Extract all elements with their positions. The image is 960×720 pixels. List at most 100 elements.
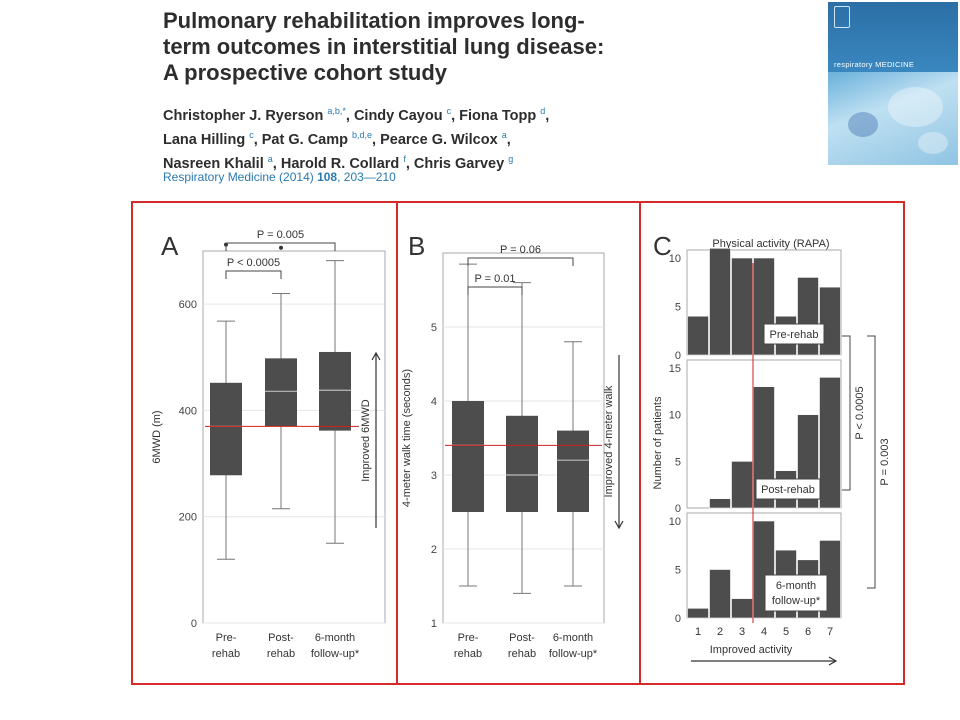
x-tick-label: 1 (695, 626, 701, 638)
cell-image-blob (848, 112, 878, 137)
x-tick-label: Post- (268, 632, 294, 644)
citation-pages: , 203—210 (337, 170, 396, 184)
author-name: Christopher J. Ryerson (163, 108, 328, 124)
author-separator: , (506, 132, 511, 148)
citation-volume: 108 (317, 170, 338, 184)
y-tick-label: 10 (669, 410, 681, 422)
arrow-label: Improved 4-meter walk (603, 385, 615, 497)
author-affiliation: g (508, 154, 514, 164)
journal-cover-image: respiratory MEDICINE (828, 2, 958, 165)
author-separator: , (272, 156, 281, 172)
histogram-bar (731, 257, 753, 356)
author-affiliation: c (446, 106, 452, 116)
x-tick-label: 4 (761, 626, 767, 638)
citation: Respiratory Medicine (2014) 108, 203—210 (163, 170, 396, 184)
x-tick-label: rehab (267, 648, 295, 660)
y-tick-label: 10 (669, 253, 681, 265)
y-axis-label: Number of patients (652, 396, 664, 489)
panel-a-frame: A 0 200 400 600 6MWD (m) Pre-rehab Post-rehab 6-… (131, 201, 398, 685)
author-name: Harold R. Collard (280, 156, 404, 172)
x-tick-label: Pre- (216, 632, 237, 644)
arrow-head-icon (828, 656, 838, 666)
y-tick-label: 0 (191, 618, 197, 630)
title-line: A prospective cohort study (163, 60, 448, 85)
chart-title: Physical activity (RAPA) (712, 238, 829, 250)
author-separator: , (345, 108, 354, 124)
author-name: Pat G. Camp (261, 132, 353, 148)
y-tick-label: 0 (675, 503, 681, 515)
panel-letter: A (161, 231, 179, 261)
histogram-bar (709, 498, 731, 509)
arrow-head-icon (614, 520, 624, 530)
histogram-bar (687, 315, 709, 356)
cell-image-blob (888, 87, 943, 127)
x-tick-label: 3 (739, 626, 745, 638)
author-affiliation: b,d,e (352, 130, 373, 140)
title-line: Pulmonary rehabilitation improves long- (163, 8, 585, 33)
author-name: Cindy Cayou (353, 108, 447, 124)
histogram-bar (731, 461, 753, 509)
histogram-bar (687, 607, 709, 619)
author-name: Chris Garvey (413, 156, 509, 172)
y-tick-label: 0 (675, 350, 681, 362)
citation-journal: Respiratory Medicine (2014) (163, 170, 314, 184)
author-separator: , (405, 156, 414, 172)
y-tick-label: 2 (431, 544, 437, 556)
x-tick-label: 7 (827, 626, 833, 638)
p-value-label: P = 0.01 (474, 273, 515, 285)
panel-b-frame: B 1 2 3 4 5 4-meter walk time (seconds) Pre-reh… (396, 201, 641, 685)
author-name: Lana Hilling (163, 132, 250, 148)
histogram-bar (709, 569, 731, 619)
author-list: Christopher J. Ryerson a,b,*, Cindy Cayo… (163, 102, 549, 174)
author-line: Christopher J. Ryerson a,b,*, Cindy Cayo… (163, 102, 549, 126)
paper-title: Pulmonary rehabilitation improves long- … (163, 8, 763, 86)
significance-bracket (867, 335, 876, 589)
x-tick-label: Post- (509, 632, 535, 644)
y-tick-label: 10 (669, 516, 681, 528)
y-tick-label: 3 (431, 470, 437, 482)
box-iqr (452, 401, 484, 512)
cover-journal-name: respiratory MEDICINE (834, 60, 915, 69)
author-name: Nasreen Khalil (163, 156, 268, 172)
significance-bracket (467, 286, 523, 295)
chart-panel-a: A 0 200 400 600 6MWD (m) Pre-rehab Post-rehab 6-… (151, 229, 386, 660)
author-separator: , (372, 132, 381, 148)
y-tick-label: 5 (675, 302, 681, 314)
outlier-point (279, 245, 283, 250)
series-label: 6-month (776, 580, 816, 592)
p-value-label: P < 0.0005 (227, 257, 280, 269)
y-tick-label: 5 (675, 456, 681, 468)
x-tick-label: 6 (805, 626, 811, 638)
series-label: Post-rehab (761, 484, 815, 496)
histogram-bar (709, 247, 731, 356)
y-tick-label: 400 (179, 405, 197, 417)
y-tick-label: 200 (179, 512, 197, 524)
author-separator: , (545, 108, 550, 124)
author-affiliation: a (501, 130, 507, 140)
x-tick-label: 6-month (315, 632, 355, 644)
author-affiliation: a (267, 154, 273, 164)
x-tick-label: rehab (212, 648, 240, 660)
y-axis-label: 4-meter walk time (seconds) (401, 369, 413, 507)
author-affiliation: c (249, 130, 254, 140)
chart-panel-c: C Physical activity (RAPA)0510Pre-rehab05… (652, 231, 891, 666)
arrow-label: Improved 6MWD (360, 399, 372, 482)
y-tick-label: 0 (675, 613, 681, 625)
author-name: Fiona Topp (459, 108, 541, 124)
chart-panel-b: B 1 2 3 4 5 4-meter walk time (seconds) Pre-reh… (401, 231, 624, 660)
x-tick-label: rehab (454, 648, 482, 660)
p-value-label: P = 0.005 (257, 229, 304, 241)
y-tick-label: 5 (675, 565, 681, 577)
significance-bracket (225, 270, 282, 279)
histogram-bar (819, 377, 841, 509)
author-line: Nasreen Khalil a, Harold R. Collard f, C… (163, 150, 549, 174)
title-line: term outcomes in interstitial lung disea… (163, 34, 605, 59)
p-value-label: P < 0.0005 (854, 386, 866, 439)
cell-image-blob (918, 132, 948, 154)
y-tick-label: 5 (431, 322, 437, 334)
y-tick-label: 600 (179, 299, 197, 311)
box-iqr (265, 358, 297, 427)
significance-bracket (842, 335, 851, 491)
series-label-box (763, 323, 825, 345)
significance-bracket (467, 257, 574, 266)
